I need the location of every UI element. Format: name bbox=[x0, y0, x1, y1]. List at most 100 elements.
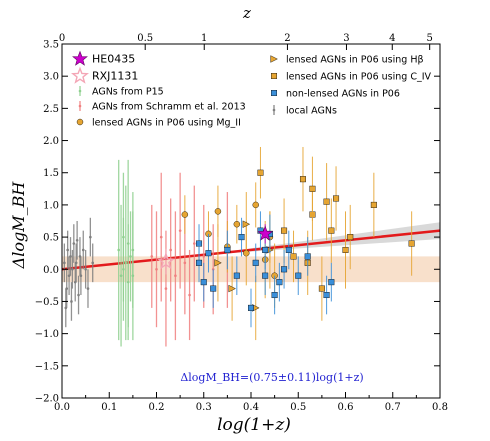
legend-left-0-label: HE0435 bbox=[92, 53, 135, 66]
point-local-agns bbox=[75, 239, 79, 242]
point-lensed-agns-in-p06-using-c-iv bbox=[370, 201, 377, 208]
point-agns-from-p15 bbox=[122, 267, 125, 271]
x-tick-label: 0.5 bbox=[290, 402, 306, 413]
scatter-band-layer bbox=[62, 222, 440, 283]
point-local-agns bbox=[67, 274, 71, 278]
point-non-lensed-agns-in-p06 bbox=[295, 272, 302, 279]
point-non-lensed-agns-in-p06 bbox=[323, 292, 330, 299]
point-lensed-agns-in-p06-using-c-iv bbox=[318, 285, 325, 292]
intrinsic-scatter-band bbox=[62, 256, 440, 283]
fit-annotation: ΔlogM_BH=(0.75±0.11)log(1+z) bbox=[180, 371, 363, 384]
point-lensed-agns-in-p06-using-h- bbox=[242, 220, 251, 228]
point-non-lensed-agns-in-p06 bbox=[233, 272, 240, 279]
point-agns-from-schramm-et-al-2013 bbox=[174, 274, 177, 278]
point-agns-from-p15 bbox=[119, 274, 123, 278]
point-lensed-agns-in-p06-using-c-iv bbox=[290, 253, 297, 260]
y-tick-label: 1.0 bbox=[43, 200, 59, 211]
fit-uncertainty-band bbox=[203, 222, 440, 255]
point-non-lensed-agns-in-p06 bbox=[200, 279, 207, 286]
point-non-lensed-agns-in-p06 bbox=[224, 246, 231, 253]
top-tick-label: 4 bbox=[389, 33, 395, 44]
y-tick-label: 2.0 bbox=[43, 136, 59, 147]
legend-right-3-dot bbox=[272, 108, 276, 112]
point-agns-from-p15 bbox=[117, 248, 120, 252]
y-tick-label: −2.0 bbox=[35, 394, 59, 405]
legend-right-3-label: local AGNs bbox=[286, 106, 337, 117]
point-non-lensed-agns-in-p06 bbox=[252, 259, 259, 266]
point-agns-from-schramm-et-al-2013 bbox=[202, 255, 206, 258]
x-tick-label: 0.4 bbox=[243, 402, 259, 413]
x-tick-label: 0.0 bbox=[54, 402, 70, 413]
legend-left-3-dot bbox=[78, 104, 82, 108]
point-lensed-agns-in-p06-using-c-iv bbox=[347, 234, 354, 241]
point-lensed-agns-in-p06-using-c-iv bbox=[257, 169, 264, 176]
y-tick-label: 3.0 bbox=[43, 72, 59, 83]
x-tick-label: 0.7 bbox=[385, 402, 401, 413]
y-tick-label: −1.5 bbox=[35, 361, 59, 372]
y-tick-label: −1.0 bbox=[35, 329, 59, 340]
point-local-agns bbox=[63, 261, 66, 265]
top-tick-label: 1 bbox=[201, 33, 207, 44]
point-local-agns bbox=[71, 267, 74, 271]
point-local-agns bbox=[70, 300, 73, 303]
top-tick-label: 0.5 bbox=[137, 33, 153, 44]
point-rxj1131 bbox=[156, 251, 176, 270]
x-tick-label: 0.1 bbox=[101, 402, 117, 413]
top-tick-label: 5 bbox=[426, 33, 432, 44]
point-lensed-agns-in-p06-using-mg-ii bbox=[233, 221, 241, 228]
point-local-agns bbox=[72, 242, 76, 245]
point-non-lensed-agns-in-p06 bbox=[238, 234, 245, 241]
point-non-lensed-agns-in-p06 bbox=[205, 250, 212, 257]
point-lensed-agns-in-p06-using-mg-ii bbox=[214, 208, 222, 215]
point-local-agns bbox=[86, 287, 90, 290]
point-he0435 bbox=[257, 225, 274, 241]
point-lensed-agns-in-p06-using-c-iv bbox=[323, 198, 330, 205]
point-agns-from-schramm-et-al-2013 bbox=[178, 229, 182, 232]
point-lensed-agns-in-p06-using-h- bbox=[228, 284, 236, 293]
legend-right-2-label: non-lensed AGNs in P06 bbox=[286, 89, 400, 100]
x-tick-label: 0.3 bbox=[196, 402, 212, 413]
x-tick-label: 0.2 bbox=[149, 402, 165, 413]
legend-left-4-label: lensed AGNs in P06 using Mg_II bbox=[92, 118, 241, 129]
point-lensed-agns-in-p06-using-h- bbox=[214, 259, 222, 267]
y-tick-label: −0.5 bbox=[35, 297, 59, 308]
point-non-lensed-agns-in-p06 bbox=[285, 246, 292, 253]
point-local-agns bbox=[91, 261, 95, 265]
point-agns-from-schramm-et-al-2013 bbox=[169, 248, 172, 252]
point-agns-from-schramm-et-al-2013 bbox=[150, 255, 154, 258]
point-agns-from-schramm-et-al-2013 bbox=[159, 235, 163, 239]
point-agns-from-p15 bbox=[124, 261, 128, 265]
point-non-lensed-agns-in-p06 bbox=[262, 246, 269, 253]
legend-left-1-marker bbox=[71, 66, 89, 84]
legend-right-2-marker bbox=[271, 89, 278, 96]
point-lensed-agns-in-p06-using-c-iv bbox=[309, 185, 316, 192]
point-local-agns bbox=[84, 267, 87, 271]
point-non-lensed-agns-in-p06 bbox=[196, 259, 203, 266]
point-non-lensed-agns-in-p06 bbox=[304, 253, 311, 260]
point-local-agns bbox=[77, 293, 80, 297]
legend-left-2-label: AGNs from P15 bbox=[92, 87, 164, 98]
top-tick-label: 0 bbox=[59, 33, 65, 44]
point-non-lensed-agns-in-p06 bbox=[247, 304, 254, 311]
point-lensed-agns-in-p06-using-c-iv bbox=[333, 195, 340, 202]
point-agns-from-schramm-et-al-2013 bbox=[155, 267, 158, 271]
point-non-lensed-agns-in-p06 bbox=[271, 292, 278, 299]
point-agns-from-schramm-et-al-2013 bbox=[183, 261, 187, 265]
legend-right-0-marker bbox=[270, 55, 278, 63]
x-axis-title: log(1+z) bbox=[217, 415, 291, 435]
point-lensed-agns-in-p06-using-c-iv bbox=[328, 227, 335, 234]
legend-left-0-marker bbox=[72, 50, 88, 66]
point-non-lensed-agns-in-p06 bbox=[281, 266, 288, 273]
point-non-lensed-agns-in-p06 bbox=[276, 279, 283, 286]
point-agns-from-p15 bbox=[129, 255, 132, 258]
point-local-agns bbox=[89, 235, 92, 239]
point-local-agns bbox=[81, 248, 85, 252]
legend-left-1-label: RXJ1131 bbox=[92, 70, 138, 83]
point-non-lensed-agns-in-p06 bbox=[210, 285, 217, 292]
point-lensed-agns-in-p06-using-c-iv bbox=[342, 246, 349, 253]
point-lensed-agns-in-p06-using-mg-ii bbox=[181, 211, 189, 218]
point-agns-from-p15 bbox=[131, 248, 135, 252]
point-local-agns bbox=[79, 274, 83, 278]
y-tick-label: 2.5 bbox=[43, 104, 59, 115]
